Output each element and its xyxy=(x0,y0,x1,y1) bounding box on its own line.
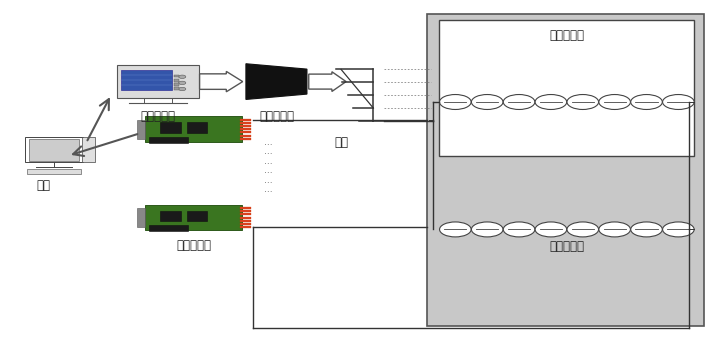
Circle shape xyxy=(535,222,567,237)
Text: 功率放大器: 功率放大器 xyxy=(259,109,294,123)
Circle shape xyxy=(472,95,503,109)
Bar xyxy=(187,211,208,221)
Bar xyxy=(240,223,251,225)
Bar xyxy=(240,119,251,121)
Circle shape xyxy=(179,81,186,85)
Bar xyxy=(240,217,251,219)
Bar xyxy=(240,138,251,140)
Bar xyxy=(149,225,188,231)
Bar xyxy=(240,207,251,209)
Bar xyxy=(240,128,251,130)
Circle shape xyxy=(599,95,630,109)
Bar xyxy=(240,226,251,228)
Bar xyxy=(240,220,251,222)
Bar xyxy=(145,116,243,142)
Bar xyxy=(145,205,243,231)
Text: 接收压电片: 接收压电片 xyxy=(549,240,584,253)
Bar xyxy=(187,122,208,133)
Circle shape xyxy=(663,222,694,237)
Bar xyxy=(116,65,200,98)
Text: ···: ··· xyxy=(264,141,273,150)
Text: 信号发生器: 信号发生器 xyxy=(141,109,175,123)
Circle shape xyxy=(439,222,471,237)
Bar xyxy=(439,20,694,156)
Bar xyxy=(27,169,81,174)
Text: 主机: 主机 xyxy=(36,180,50,192)
Polygon shape xyxy=(309,72,346,91)
Bar xyxy=(240,125,251,127)
Text: 信号采集卡: 信号采集卡 xyxy=(177,239,211,252)
Circle shape xyxy=(503,222,535,237)
Bar xyxy=(240,210,251,212)
Bar xyxy=(240,122,251,124)
Polygon shape xyxy=(246,64,307,99)
Bar xyxy=(174,83,179,86)
Bar xyxy=(174,87,179,90)
Text: 开关: 开关 xyxy=(334,136,348,149)
Bar xyxy=(427,14,704,326)
Circle shape xyxy=(179,87,186,91)
Bar xyxy=(149,137,188,143)
Text: ···: ··· xyxy=(264,179,273,188)
Bar xyxy=(240,131,251,133)
Bar xyxy=(136,208,145,227)
Circle shape xyxy=(630,222,662,237)
Bar xyxy=(240,214,251,216)
Polygon shape xyxy=(200,71,243,92)
Text: ···: ··· xyxy=(264,150,273,159)
Circle shape xyxy=(630,95,662,109)
Bar xyxy=(121,70,172,89)
Circle shape xyxy=(567,95,599,109)
Circle shape xyxy=(472,222,503,237)
Bar xyxy=(174,75,179,78)
Circle shape xyxy=(503,95,535,109)
Circle shape xyxy=(439,95,471,109)
Circle shape xyxy=(599,222,630,237)
Circle shape xyxy=(179,75,186,79)
Text: ···: ··· xyxy=(264,188,273,198)
Bar xyxy=(82,137,95,162)
Bar xyxy=(159,211,181,221)
Bar xyxy=(25,137,83,162)
Circle shape xyxy=(663,95,694,109)
Circle shape xyxy=(535,95,567,109)
Text: ···: ··· xyxy=(264,169,273,178)
Bar xyxy=(174,79,179,82)
Text: ···: ··· xyxy=(264,160,273,169)
Circle shape xyxy=(567,222,599,237)
Bar xyxy=(159,122,181,133)
Bar xyxy=(29,139,79,160)
Text: 发射压电片: 发射压电片 xyxy=(549,29,584,42)
Bar xyxy=(136,120,145,139)
Bar xyxy=(240,135,251,137)
